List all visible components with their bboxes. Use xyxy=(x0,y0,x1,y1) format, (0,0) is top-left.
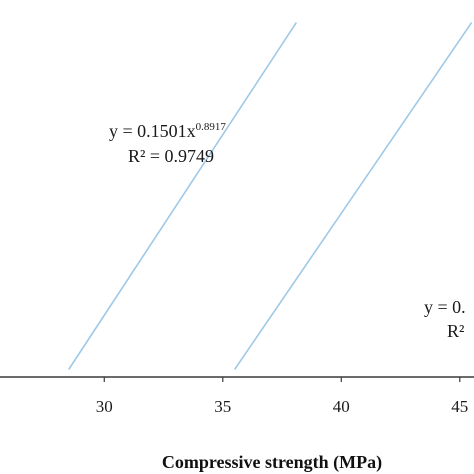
fit-equation-1-prefix: y = 0.1501x xyxy=(109,121,196,141)
series-line-2 xyxy=(233,22,473,370)
x-tick-layer: 30 35 40 45 xyxy=(96,377,468,416)
series-layer xyxy=(68,22,473,370)
x-axis-label: Compressive strength (MPa) xyxy=(162,452,382,473)
fit-r2-1: R² = 0.9749 xyxy=(128,146,214,166)
x-tick-label: 40 xyxy=(333,397,350,416)
fit-equation-2: y = 0. xyxy=(424,297,466,317)
x-tick-label: 35 xyxy=(214,397,231,416)
series-line-1 xyxy=(68,22,297,370)
fit-equation-1: y = 0.1501x0.8917 xyxy=(109,121,226,141)
fit-equation-1-exponent: 0.8917 xyxy=(196,121,227,133)
fit-equation-2-prefix: y = 0. xyxy=(424,297,466,317)
x-tick-label: 45 xyxy=(451,397,468,416)
fit-r2-2: R² xyxy=(447,321,464,341)
x-tick-label: 30 xyxy=(96,397,113,416)
